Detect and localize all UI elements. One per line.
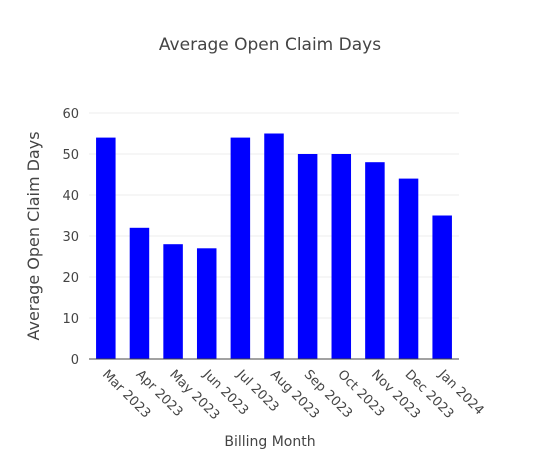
bar [398, 178, 419, 359]
y-tick-label: 30 [62, 230, 79, 245]
bar [331, 154, 352, 359]
bar [365, 162, 385, 359]
bar [432, 215, 452, 359]
bar [196, 248, 217, 359]
bar [96, 137, 116, 359]
bar [264, 133, 284, 359]
bar [230, 137, 251, 359]
chart-title: Average Open Claim Days [159, 35, 381, 55]
bar [129, 227, 150, 359]
y-tick-label: 0 [71, 353, 79, 368]
y-tick-label: 50 [62, 148, 79, 163]
y-tick-label: 10 [62, 312, 79, 327]
y-tick-label: 40 [62, 189, 79, 204]
y-tick-label: 20 [62, 271, 79, 286]
bar [297, 154, 318, 359]
bar [163, 244, 183, 359]
y-tick-label: 60 [62, 107, 79, 122]
y-axis-title: Average Open Claim Days [24, 131, 43, 340]
x-axis-title: Billing Month [224, 434, 315, 450]
